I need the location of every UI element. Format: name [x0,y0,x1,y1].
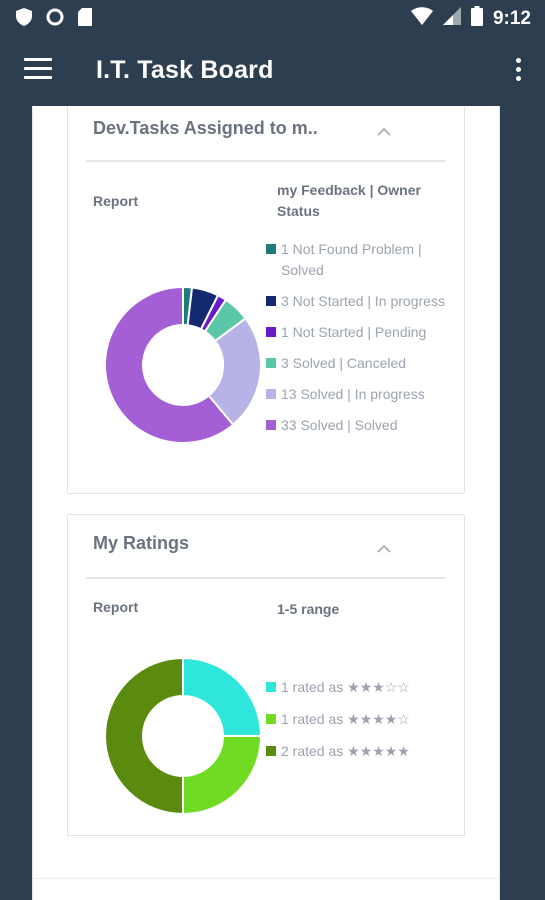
legend-label: 1 Not Found Problem | Solved [281,241,422,278]
shield-icon [16,8,32,31]
legend-item[interactable]: 1 rated as ★★★☆☆ [266,677,456,698]
chevron-up-icon[interactable] [374,539,394,559]
hamburger-menu-icon[interactable] [24,58,52,84]
legend-item[interactable]: 33 Solved | Solved [266,415,456,436]
legend-item[interactable]: 3 Solved | Canceled [266,353,456,374]
legend-swatch [266,420,276,430]
signal-icon [442,7,461,30]
content-area[interactable]: Dev.Tasks Assigned to m.. Report my Feed… [32,106,500,900]
legend-title: my Feedback | Owner Status [277,182,421,219]
chart-legend: 1 Not Found Problem | Solved 3 Not Starte… [266,239,456,446]
legend-label: 3 Not Started | In progress [281,293,445,309]
circle-icon [46,8,64,31]
donut-slice[interactable] [182,735,262,815]
legend-label: 1 Not Started | Pending [281,324,427,340]
donut-chart [104,286,262,444]
card-title: Dev.Tasks Assigned to m.. [93,118,318,138]
chevron-up-icon[interactable] [374,122,394,142]
legend-item[interactable]: 1 Not Started | Pending [266,322,456,343]
donut-slice[interactable] [207,317,262,427]
report-label: Report [93,193,139,209]
status-bar: 9:12 [0,0,545,36]
chart-legend: 1 rated as ★★★☆☆ 1 rated as ★★★★☆ 2 rated … [266,677,456,773]
legend-item[interactable]: 3 Not Started | In progress [266,291,456,312]
legend-swatch [266,714,276,724]
legend-title: 1-5 range [277,601,340,617]
wifi-icon [410,7,433,30]
legend-label: 2 rated as ★★★★★ [281,743,410,759]
legend-label: 13 Solved | In progress [281,386,425,402]
status-time: 9:12 [492,7,531,29]
legend-label: 1 rated as ★★★★☆ [281,711,410,727]
more-vert-icon[interactable] [513,58,523,86]
legend-label: 1 rated as ★★★☆☆ [281,679,410,695]
legend-swatch [266,389,276,399]
donut-slice[interactable] [104,657,184,815]
report-label: Report [93,599,139,615]
divider [33,878,499,879]
app-title: I.T. Task Board [96,56,274,84]
legend-swatch [266,296,276,306]
legend-item[interactable]: 1 rated as ★★★★☆ [266,709,456,730]
battery-icon [470,6,483,31]
donut-chart [104,657,262,815]
legend-swatch [266,244,276,254]
legend-item[interactable]: 13 Solved | In progress [266,384,456,405]
divider [86,577,446,579]
donut-slice[interactable] [104,286,235,444]
sim-card-icon [78,8,92,31]
legend-swatch [266,682,276,692]
my-ratings-card: My Ratings Report 1-5 range 1 rated as ★… [67,514,465,836]
legend-label: 3 Solved | Canceled [281,355,407,371]
donut-slice[interactable] [182,657,262,737]
legend-item[interactable]: 1 Not Found Problem | Solved [266,239,456,281]
legend-label: 33 Solved | Solved [281,417,398,433]
card-title: My Ratings [93,533,190,553]
divider [86,160,446,162]
legend-item[interactable]: 2 rated as ★★★★★ [266,741,456,762]
legend-swatch [266,746,276,756]
legend-swatch [266,358,276,368]
dev-tasks-card: Dev.Tasks Assigned to m.. Report my Feed… [67,106,465,494]
legend-swatch [266,327,276,337]
app-bar: I.T. Task Board [0,36,545,106]
